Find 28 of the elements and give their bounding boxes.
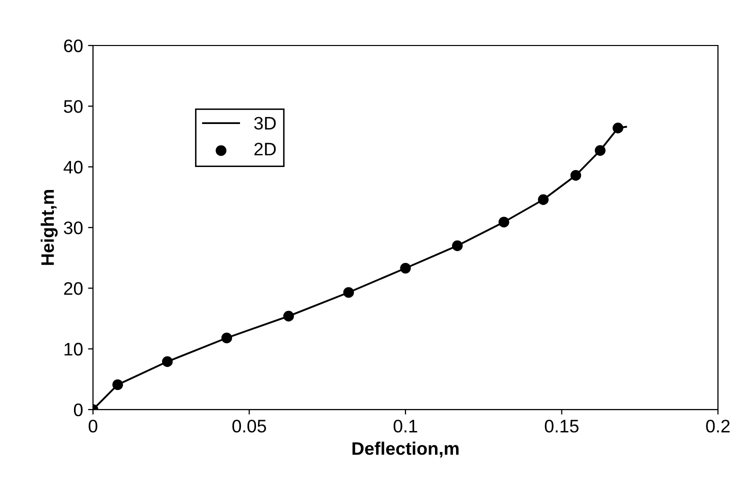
point <box>162 356 173 367</box>
point <box>498 216 510 228</box>
point <box>612 122 624 134</box>
x-tick-label: 0 <box>88 420 98 433</box>
point <box>538 194 549 205</box>
point <box>343 287 354 298</box>
legend-label: 2D <box>254 142 276 156</box>
y-tick-label: 0 <box>74 403 83 416</box>
point <box>570 170 582 181</box>
point <box>221 332 232 344</box>
y-tick-label: 60 <box>64 39 83 52</box>
x-tick-label: 0.1 <box>394 420 418 433</box>
point <box>283 310 294 322</box>
y-tick-label: 10 <box>64 342 83 356</box>
y-tick-label: 40 <box>64 160 83 174</box>
point <box>452 240 463 252</box>
y-tick-label: 20 <box>64 282 83 295</box>
x-tick-label: 0.2 <box>706 420 730 433</box>
x-axis-title: Deflection,m <box>352 442 459 458</box>
point <box>594 145 606 156</box>
point <box>112 379 124 390</box>
x-tick-label: 0.15 <box>544 420 579 433</box>
y-tick-label: 30 <box>64 221 83 234</box>
point <box>400 262 411 274</box>
y-axis-title: Height,m <box>40 190 58 265</box>
x-tick-label: 0.05 <box>232 420 266 433</box>
legend-label: 3D <box>254 116 276 130</box>
y-tick-label: 50 <box>64 100 83 113</box>
